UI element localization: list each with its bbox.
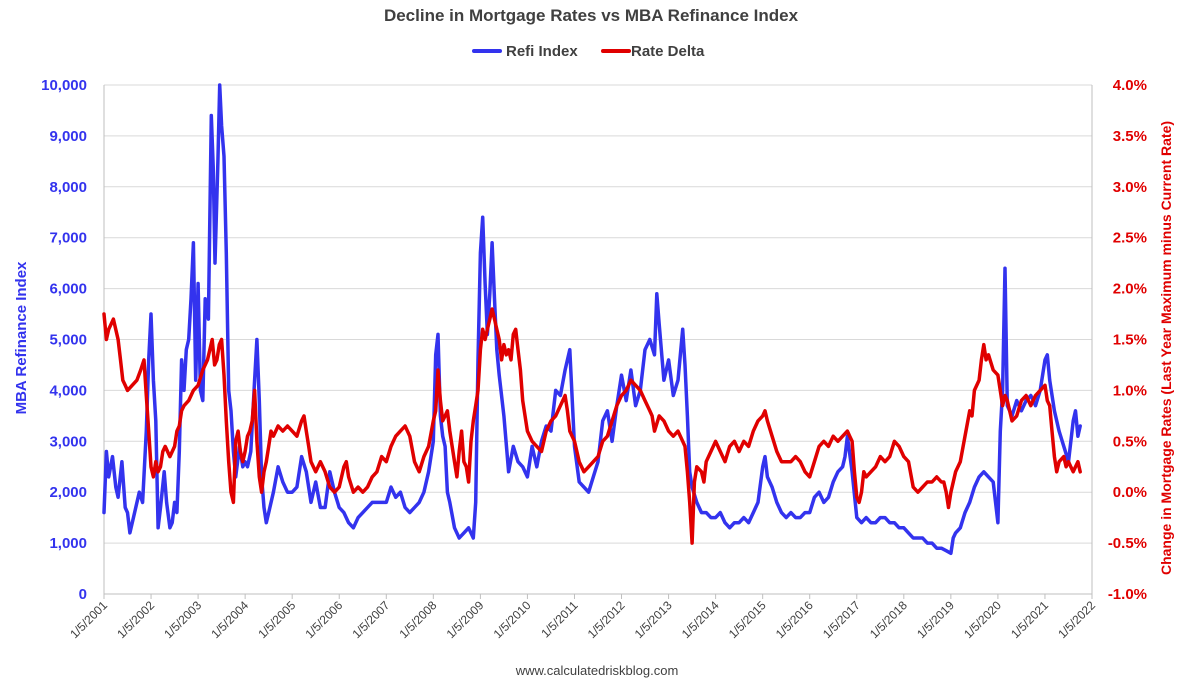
right-axis-ticks: -1.0% -0.5% 0.0% 0.5% 1.0% 1.5% 2.0% 2.5% 3.0% 3.… (1108, 77, 1147, 603)
left-tick-label: 4,000 (49, 382, 87, 399)
x-tick-label: 1/5/2022 (1055, 598, 1098, 641)
right-axis-title: Change in Mortgage Rates (Last Year Maxi… (1158, 121, 1174, 575)
x-tick-label: 1/5/2014 (679, 598, 722, 641)
x-tick-label: 1/5/2004 (208, 598, 251, 641)
left-axis-title: MBA Refinance Index (13, 261, 30, 414)
x-tick-label: 1/5/2016 (773, 598, 816, 641)
chart-title: Decline in Mortgage Rates vs MBA Refinan… (384, 6, 799, 25)
right-tick-label: 2.0% (1113, 281, 1147, 298)
x-tick-label: 1/5/2010 (491, 598, 534, 641)
gridlines (103, 84, 1093, 595)
right-tick-label: 3.5% (1113, 128, 1147, 145)
right-tick-label: 0.0% (1113, 484, 1147, 501)
x-tick-label: 1/5/2015 (726, 598, 769, 641)
x-tick-label: 1/5/2017 (820, 598, 863, 641)
x-tick-label: 1/5/2019 (914, 598, 957, 641)
x-tick-label: 1/5/2012 (585, 598, 628, 641)
legend-delta-label: Rate Delta (631, 43, 705, 60)
series-lines (102, 83, 1082, 556)
x-tick-label: 1/5/2007 (349, 598, 392, 641)
left-tick-label: 3,000 (49, 433, 87, 450)
x-tick-label: 1/5/2011 (538, 598, 581, 641)
x-tick-label: 1/5/2009 (444, 598, 487, 641)
x-tick-label: 1/5/2013 (632, 598, 675, 641)
left-tick-label: 0 (79, 586, 87, 603)
source-credit: www.calculatedriskblog.com (515, 663, 679, 678)
right-tick-label: -0.5% (1108, 535, 1147, 552)
x-tick-label: 1/5/2005 (255, 598, 298, 641)
x-tick-label: 1/5/2020 (961, 598, 1004, 641)
right-tick-label: 4.0% (1113, 77, 1147, 94)
left-tick-label: 10,000 (41, 77, 87, 94)
right-tick-label: 1.5% (1113, 332, 1147, 349)
x-axis-ticks: 1/5/2001 1/5/2002 1/5/2003 1/5/2004 1/5/2005… (67, 594, 1098, 641)
x-tick-label: 1/5/2018 (867, 598, 910, 641)
legend-refi-label: Refi Index (506, 43, 578, 60)
x-tick-label: 1/5/2003 (161, 598, 204, 641)
left-tick-label: 9,000 (49, 128, 87, 145)
right-tick-label: 0.5% (1113, 433, 1147, 450)
right-tick-label: 1.0% (1113, 382, 1147, 399)
x-tick-label: 1/5/2001 (67, 598, 110, 641)
left-tick-label: 8,000 (49, 179, 87, 196)
right-tick-label: 3.0% (1113, 179, 1147, 196)
legend: Refi Index Rate Delta (472, 43, 705, 60)
right-tick-label: -1.0% (1108, 586, 1147, 603)
x-tick-label: 1/5/2006 (302, 598, 345, 641)
x-tick-label: 1/5/2002 (114, 598, 157, 641)
x-tick-label: 1/5/2008 (397, 598, 440, 641)
left-tick-label: 5,000 (49, 332, 87, 349)
x-tick-label: 1/5/2021 (1008, 598, 1051, 641)
left-tick-label: 1,000 (49, 535, 87, 552)
left-axis-ticks: 0 1,000 2,000 3,000 4,000 5,000 6,000 7,000 8,00… (41, 77, 87, 603)
rate-delta-line (102, 307, 1082, 545)
left-tick-label: 2,000 (49, 484, 87, 501)
refi-index-line (102, 83, 1082, 556)
left-tick-label: 7,000 (49, 230, 87, 247)
left-tick-label: 6,000 (49, 281, 87, 298)
right-tick-label: 2.5% (1113, 230, 1147, 247)
